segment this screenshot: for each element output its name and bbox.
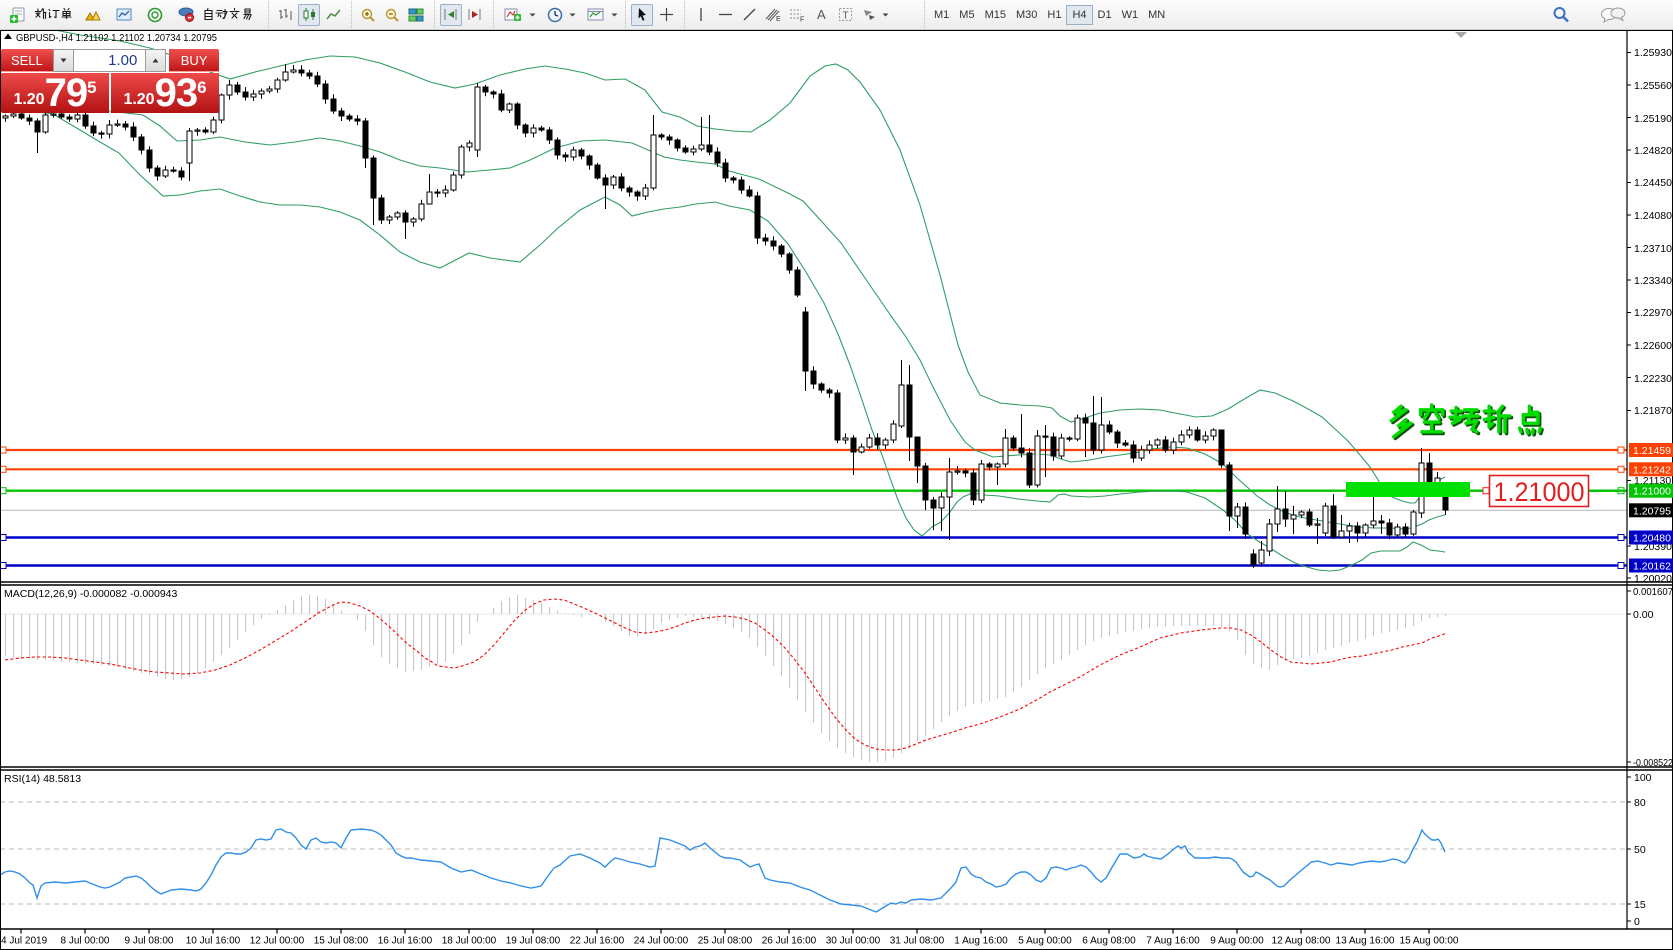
svg-text:13 Aug 16:00: 13 Aug 16:00 (1336, 936, 1395, 947)
svg-text:8 Jul 00:00: 8 Jul 00:00 (61, 936, 110, 947)
svg-text:4 Jul 2019: 4 Jul 2019 (1, 936, 48, 947)
svg-text:GBPUSD-,H4 1.21102 1.21102 1.: GBPUSD-,H4 1.21102 1.21102 1.20734 1.207… (16, 32, 217, 44)
svg-text:9 Jul 08:00: 9 Jul 08:00 (125, 936, 174, 947)
svg-text:T: T (842, 11, 848, 22)
svg-text:MACD(12,26,9) -0.000082 -0.000: MACD(12,26,9) -0.000082 -0.000943 (4, 588, 178, 600)
svg-text:F: F (800, 17, 804, 23)
svg-text:0.00: 0.00 (1633, 609, 1654, 621)
svg-text:0: 0 (1634, 916, 1640, 928)
svg-text:E: E (776, 16, 781, 22)
svg-text:1.22230: 1.22230 (1634, 373, 1672, 385)
svg-text:0.001607: 0.001607 (1633, 586, 1673, 598)
svg-text:1.21000: 1.21000 (1633, 486, 1671, 498)
svg-text:A: A (817, 7, 826, 22)
svg-text:1.23710: 1.23710 (1634, 243, 1672, 255)
svg-text:1.20480: 1.20480 (1633, 533, 1671, 545)
svg-text:1.25560: 1.25560 (1634, 80, 1672, 92)
svg-text:1.21459: 1.21459 (1633, 445, 1671, 457)
svg-text:1.24820: 1.24820 (1634, 145, 1672, 157)
svg-text:80: 80 (1634, 797, 1646, 809)
svg-text:1.20020: 1.20020 (1634, 573, 1672, 585)
svg-text:RSI(14) 48.5813: RSI(14) 48.5813 (4, 773, 81, 785)
svg-text:6 Aug 08:00: 6 Aug 08:00 (1082, 936, 1136, 947)
svg-text:1.25930: 1.25930 (1634, 47, 1672, 59)
svg-text:15 Jul 08:00: 15 Jul 08:00 (314, 936, 369, 947)
svg-text:1.24080: 1.24080 (1634, 210, 1672, 222)
svg-text:31 Jul 08:00: 31 Jul 08:00 (890, 936, 945, 947)
svg-text:1 Aug 16:00: 1 Aug 16:00 (954, 936, 1008, 947)
svg-text:-0.008522: -0.008522 (1633, 757, 1673, 769)
svg-text:22 Jul 16:00: 22 Jul 16:00 (570, 936, 625, 947)
svg-text:10 Jul 16:00: 10 Jul 16:00 (186, 936, 241, 947)
svg-text:1.22970: 1.22970 (1634, 307, 1672, 319)
svg-text:1.24450: 1.24450 (1634, 177, 1672, 189)
svg-text:50: 50 (1634, 844, 1646, 856)
svg-text:15 Aug 00:00: 15 Aug 00:00 (1400, 936, 1459, 947)
svg-text:1.20795: 1.20795 (1633, 505, 1671, 517)
svg-text:19 Jul 08:00: 19 Jul 08:00 (506, 936, 561, 947)
svg-text:5 Aug 00:00: 5 Aug 00:00 (1018, 936, 1072, 947)
svg-text:12 Jul 00:00: 12 Jul 00:00 (250, 936, 305, 947)
svg-text:1.22600: 1.22600 (1634, 340, 1672, 352)
svg-text:30 Jul 00:00: 30 Jul 00:00 (826, 936, 881, 947)
svg-text:1.21000: 1.21000 (1494, 477, 1585, 507)
svg-text:16 Jul 16:00: 16 Jul 16:00 (378, 936, 433, 947)
svg-text:12 Aug 08:00: 12 Aug 08:00 (1272, 936, 1331, 947)
svg-text:1.25190: 1.25190 (1634, 113, 1672, 125)
svg-text:25 Jul 08:00: 25 Jul 08:00 (698, 936, 753, 947)
svg-text:1.21242: 1.21242 (1633, 464, 1671, 476)
svg-text:1.20162: 1.20162 (1633, 561, 1671, 573)
svg-text:24 Jul 00:00: 24 Jul 00:00 (634, 936, 689, 947)
svg-text:100: 100 (1634, 772, 1652, 784)
svg-text:15: 15 (1634, 899, 1646, 911)
svg-text:26 Jul 16:00: 26 Jul 16:00 (762, 936, 817, 947)
svg-text:18 Jul 00:00: 18 Jul 00:00 (442, 936, 497, 947)
svg-text:1.21870: 1.21870 (1634, 405, 1672, 417)
svg-text:7 Aug 16:00: 7 Aug 16:00 (1146, 936, 1200, 947)
svg-text:1.23340: 1.23340 (1634, 275, 1672, 287)
svg-text:9 Aug 00:00: 9 Aug 00:00 (1210, 936, 1264, 947)
